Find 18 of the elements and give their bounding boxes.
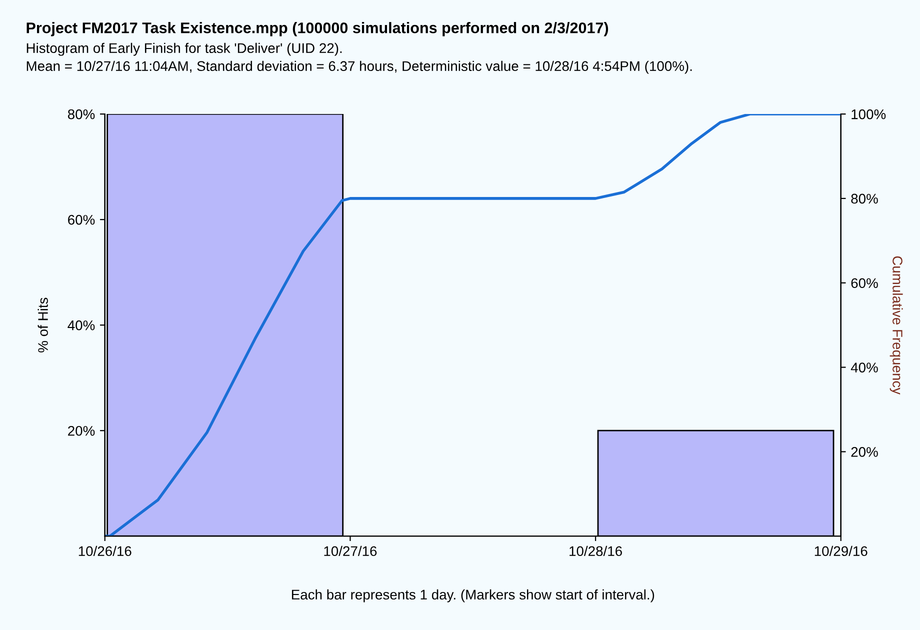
x-tick-label: 10/27/16 <box>324 546 377 556</box>
y-tick-label: 80% <box>68 109 95 120</box>
x-tick-label: 10/26/16 <box>78 546 132 556</box>
y2-tick-label: 60% <box>851 278 878 288</box>
chart-subtitle: Histogram of Early Finish for task 'Deliver' (UID 22). Mean = 10/27/16 11:04AM, Standard deviation = 6.37 hours, Deterministic value = 10/28/16 4:54PM (100%). <box>26 42 692 74</box>
chart-title: Project FM2017 Task Existence.mpp (100000 simulations performed on 2/3/2017) <box>26 22 608 36</box>
y2-tick-label: 80% <box>851 194 878 204</box>
y2-tick-label: 40% <box>850 362 878 372</box>
x-tick-label: 10/28/16 <box>570 546 622 556</box>
y-tick-label: 60% <box>68 214 95 225</box>
x-axis-title: Each bar represents 1 day. (Markers show start of interval.) <box>292 589 654 602</box>
y2-axis-title: Cumulative Frequency <box>890 256 903 395</box>
y2-tick-label: 20% <box>851 447 878 457</box>
y-axis-title: % of Hits <box>38 298 48 352</box>
x-tick-label: 10/29/16 <box>814 546 868 556</box>
y2-tick-label: 100% <box>852 109 886 120</box>
y-tick-label: 20% <box>68 426 95 436</box>
y-tick-label: 40% <box>68 320 95 330</box>
